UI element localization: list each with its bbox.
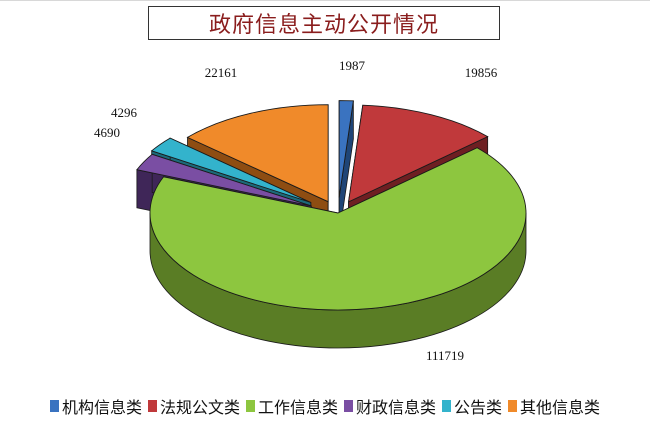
legend-item-6: 其他信息类: [508, 394, 600, 418]
legend-item-4: 财政信息类: [344, 394, 436, 418]
slice-1-value-label: 1987: [339, 58, 366, 73]
slice-3-value-label: 111719: [426, 348, 464, 363]
chart-title-box: 政府信息主动公开情况: [148, 6, 500, 40]
data-labels: 1987 19856 111719 4690 4296 22161: [94, 58, 498, 363]
legend-swatch-6: [508, 400, 518, 412]
slice-5-value-label: 4296: [111, 105, 138, 120]
legend: 机构信息类 法规公文类 工作信息类 财政信息类 公告类 其他信息类: [0, 393, 650, 419]
slice-6-top: [186, 104, 329, 203]
legend-item-3: 工作信息类: [245, 394, 338, 418]
legend-item-5: 公告类: [442, 394, 502, 418]
legend-swatch-4: [344, 400, 353, 412]
pie-chart: 1987 19856 111719 4690 4296 22161: [94, 58, 527, 363]
slice-6-value-label: 22161: [205, 65, 238, 80]
slice-3-top: [149, 147, 527, 311]
legend-label-2: 法规公文类: [159, 398, 240, 417]
legend-label-1: 机构信息类: [61, 398, 142, 417]
legend-label-6: 其他信息类: [520, 398, 601, 417]
legend-item-2: 法规公文类: [147, 394, 240, 418]
legend-label-3: 工作信息类: [257, 398, 338, 417]
chart-title: 政府信息主动公开情况: [208, 13, 439, 38]
slice-4-top: [136, 153, 312, 207]
slice-2-top: [347, 104, 489, 203]
slice-1-top: [338, 100, 354, 198]
legend-swatch-5: [442, 400, 452, 412]
pie-tops: [136, 100, 527, 311]
slice-5-top: [150, 137, 311, 203]
top-border: [0, 0, 650, 4]
slice-2-value-label: 19856: [465, 65, 498, 80]
legend-item-1: 机构信息类: [49, 394, 142, 418]
legend-swatch-2: [147, 400, 157, 412]
legend-swatch-3: [245, 400, 255, 412]
legend-label-4: 财政信息类: [356, 398, 437, 417]
slice-4-value-label: 4690: [94, 125, 120, 140]
legend-swatch-1: [49, 400, 59, 412]
legend-label-5: 公告类: [454, 398, 503, 417]
